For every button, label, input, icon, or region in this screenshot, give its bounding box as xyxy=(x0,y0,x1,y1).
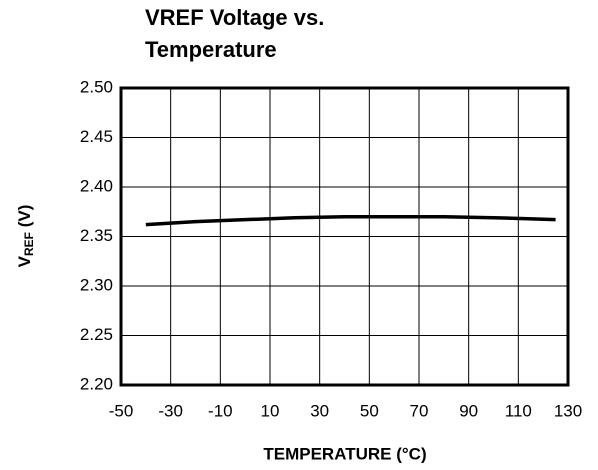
x-tick-label: -10 xyxy=(208,401,233,420)
y-tick-label: 2.20 xyxy=(80,374,113,393)
y-label-unit: (V) xyxy=(15,205,34,232)
x-tick-label: 90 xyxy=(459,401,478,420)
y-tick-label: 2.30 xyxy=(80,275,113,294)
x-tick-label: -50 xyxy=(109,401,134,420)
x-tick-label: 70 xyxy=(410,401,429,420)
chart-title: VREF Voltage vs. xyxy=(145,5,324,30)
y-tick-label: 2.50 xyxy=(80,77,113,96)
y-tick-label: 2.45 xyxy=(80,127,113,146)
x-tick-label: -30 xyxy=(158,401,183,420)
x-tick-label: 10 xyxy=(261,401,280,420)
x-tick-label: 50 xyxy=(360,401,379,420)
y-label-main: V xyxy=(15,255,34,267)
y-label-sub: REF xyxy=(22,232,36,256)
x-tick-label: 130 xyxy=(554,401,582,420)
y-tick-label: 2.35 xyxy=(80,226,113,245)
y-axis-label: VREF (V) xyxy=(15,205,36,268)
chart-title: Temperature xyxy=(145,37,277,62)
x-tick-label: 30 xyxy=(310,401,329,420)
data-line xyxy=(145,214,556,227)
plot-frame xyxy=(119,86,570,387)
x-tick-label: 110 xyxy=(505,401,532,420)
y-tick-label: 2.25 xyxy=(80,325,113,344)
x-axis-label: TEMPERATURE (°C) xyxy=(263,444,426,463)
y-tick-label: 2.40 xyxy=(80,176,113,195)
